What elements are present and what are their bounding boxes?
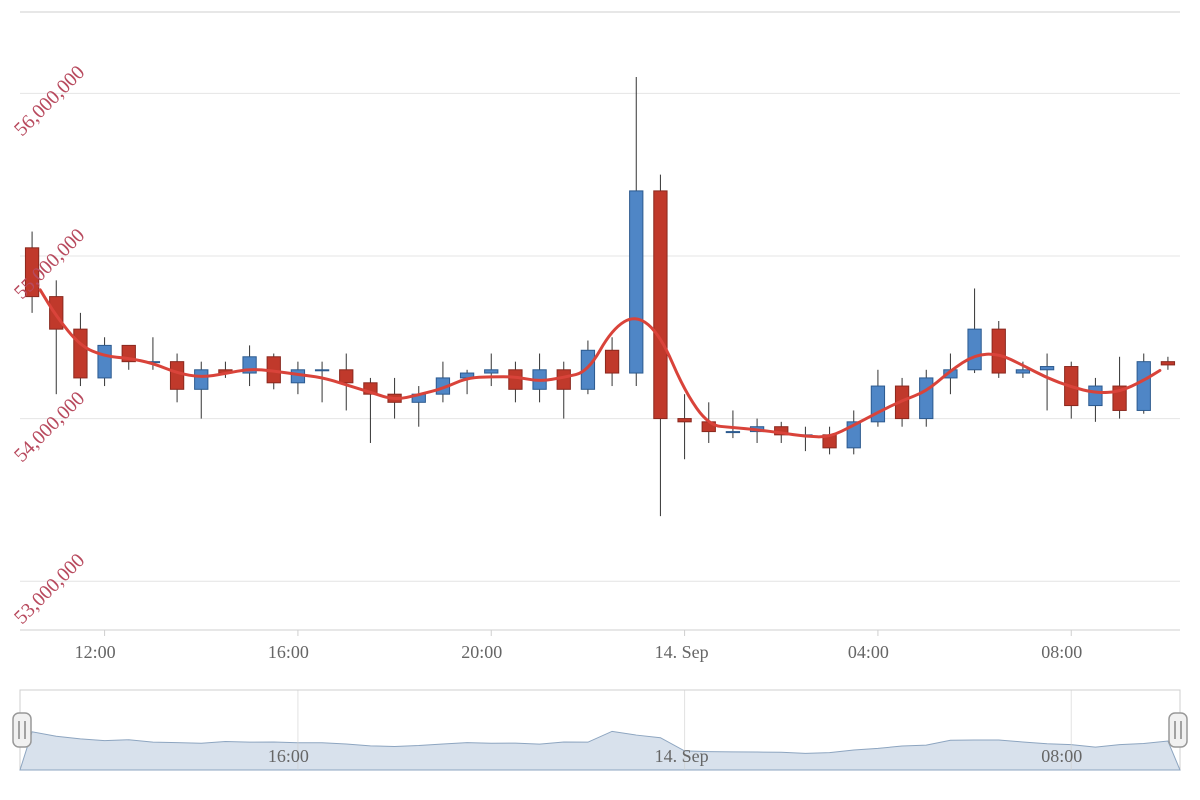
chart-container: 53,000,00054,000,00055,000,00056,000,000… (0, 0, 1200, 800)
x-axis-label: 14. Sep (655, 642, 709, 663)
navigator-handle-right[interactable] (1169, 713, 1187, 747)
navigator-x-label: 08:00 (1041, 746, 1082, 767)
x-axis-label: 04:00 (848, 642, 889, 663)
x-axis-label: 16:00 (268, 642, 309, 663)
x-axis-label: 12:00 (75, 642, 116, 663)
navigator-x-label: 16:00 (268, 746, 309, 767)
x-axis-label: 08:00 (1041, 642, 1082, 663)
navigator-x-label: 14. Sep (655, 746, 709, 767)
candlestick-chart (0, 0, 1200, 800)
x-axis-label: 20:00 (461, 642, 502, 663)
navigator-handle-left[interactable] (13, 713, 31, 747)
